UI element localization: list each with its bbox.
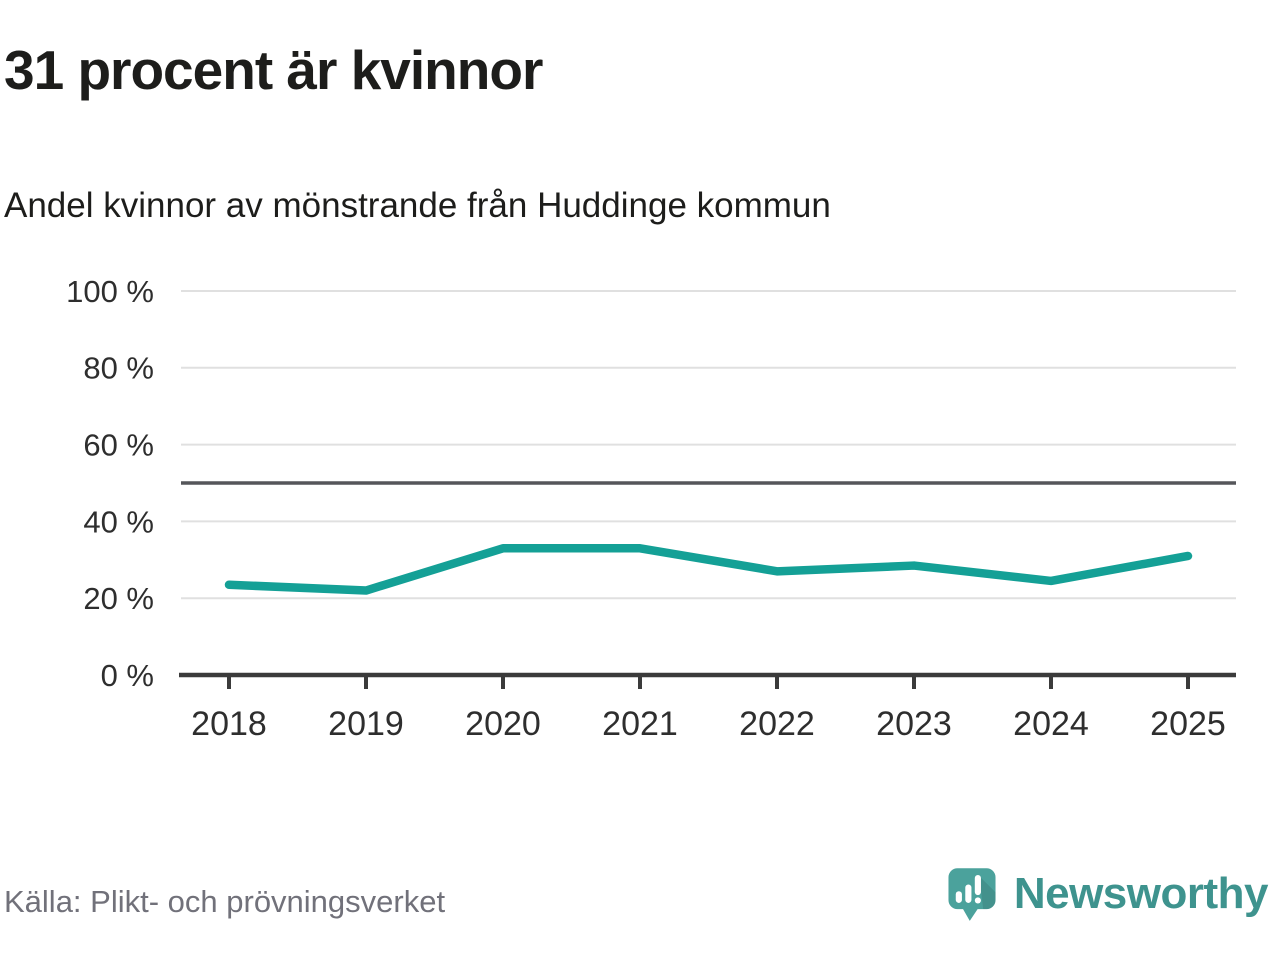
y-tick-label-20: 20 % [83,581,154,616]
x-tick-label-2025: 2025 [1150,705,1226,743]
newsworthy-logo: Newsworthy [944,858,1269,930]
y-tick-label-40: 40 % [83,504,154,539]
logo-shadow [979,876,996,910]
source-caption: Källa: Plikt- och prövningsverket [4,884,446,919]
x-tick-label-2024: 2024 [1013,705,1089,743]
x-tick-label-2020: 2020 [465,705,541,743]
y-tick-label-60: 60 % [83,427,154,462]
chart-title: 31 procent är kvinnor [4,39,543,101]
newsworthy-wordmark: Newsworthy [1013,869,1269,918]
y-tick-label-80: 80 % [83,351,154,386]
x-tick-label-2023: 2023 [876,705,952,743]
y-tick-label-0: 0 % [101,658,154,693]
newsworthy-logo-icon [948,868,996,921]
logo-exclamation-dot [974,897,981,904]
x-tick-label-2022: 2022 [739,705,815,743]
y-tick-label-100: 100 % [66,274,154,309]
x-tick-label-2019: 2019 [328,705,404,743]
line-chart-svg: 0 % 20 % 40 % 60 % 80 % 100 % 2018 2019 2020 2021… [66,274,1236,743]
logo-bar-short [955,891,962,903]
x-tick-label-2018: 2018 [191,705,267,743]
line-chart: 0 % 20 % 40 % 60 % 80 % 100 % 2018 2019 2020 2021… [0,255,1280,765]
logo-exclamation-bar [974,874,981,896]
data-line-andel-kvinnor-av-mönstrande [224,544,1193,595]
logo-bar-medium [965,884,972,903]
chart-subtitle: Andel kvinnor av mönstrande från Hudding… [4,186,831,225]
x-tick-label-2021: 2021 [602,705,678,743]
speech-bubble-shape [948,868,996,921]
